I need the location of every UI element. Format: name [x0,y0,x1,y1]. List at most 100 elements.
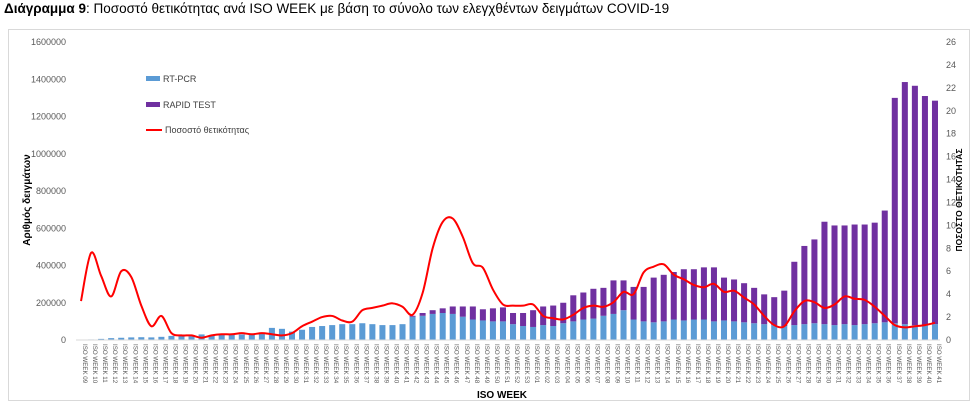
x-tick-label: ISO WEEK 42 [413,344,420,384]
bar-rapid-test [680,269,687,321]
bar-rtpcr [620,310,627,340]
bar-rtpcr [881,322,888,340]
x-tick-label: ISO WEEK 53 [523,344,530,384]
bar-rapid-test [831,225,838,326]
x-tick-label: ISO WEEK 26 [784,344,791,384]
y-axis-ticks: 0 200000 400000 600000 800000 1000000 1200000 1… [31,37,66,345]
bar-rtpcr [550,326,557,340]
x-tick-label: ISO WEEK 43 [423,344,430,384]
bar-rtpcr [670,319,677,340]
x-tick-label: ISO WEEK 27 [794,344,801,384]
bar-rapid-test [550,305,557,327]
bar-rtpcr [871,323,878,340]
x-tick-label: ISO WEEK 40 [392,344,399,384]
x-tick-label: ISO WEEK 37 [895,344,902,384]
x-tick-label: ISO WEEK 12 [644,344,651,384]
x-tick-label: ISO WEEK 47 [463,344,470,384]
bar-rapid-test [891,97,898,324]
bar-rtpcr [660,321,667,340]
x-tick-label: ISO WEEK 17 [694,344,701,384]
bar-rtpcr [128,337,135,340]
x-tick-label: ISO WEEK 30 [292,344,299,384]
bar-rtpcr [731,321,738,340]
bar-rapid-test [841,225,848,325]
x-tick-label: ISO WEEK 24 [764,344,771,384]
legend-swatch-rtpcr [146,76,160,81]
bar-rtpcr [580,319,587,340]
y2-tick-label: 0 [946,335,951,345]
bar-rapid-test [560,302,567,324]
bar-rtpcr [309,326,316,340]
y2-tick-label: 14 [946,175,956,185]
bar-rapid-test [650,277,657,323]
bar-rapid-test [429,310,436,314]
bar-rtpcr [640,321,647,340]
bar-rtpcr [710,321,717,340]
x-tick-label: ISO WEEK 08 [603,344,610,384]
bar-rapid-test [801,245,808,325]
bar-rapid-test [520,312,527,327]
bar-rtpcr [831,325,838,340]
x-tick-label: ISO WEEK 15 [674,344,681,384]
bar-rtpcr [911,325,918,340]
bar-rtpcr [751,323,758,340]
y-tick-label: 0 [61,335,66,345]
bar-rtpcr [299,329,306,340]
bar-rtpcr [329,325,336,340]
bar-rapid-test [781,290,788,327]
y-axis-title: Αριθμός δειγμάτων [22,154,33,246]
x-tick-label: ISO WEEK 34 [332,344,339,384]
bar-rapid-test [881,210,888,323]
y2-tick-label: 12 [946,197,956,207]
bar-rtpcr [771,325,778,340]
bar-rtpcr [429,313,436,340]
bar-rapid-test [620,280,627,311]
bar-rapid-test [861,224,868,325]
x-tick-label: ISO WEEK 25 [242,344,249,384]
x-tick-label: ISO WEEK 34 [865,344,872,384]
x-tick-label: ISO WEEK 16 [684,344,691,384]
bar-rapid-test [630,286,637,320]
legend: RT-PCR RAPID TEST Ποσοστό θετικότητας [146,74,250,135]
x-tick-label: ISO WEEK 33 [855,344,862,384]
legend-swatch-rapid-test [146,102,160,107]
bar-rtpcr [851,325,858,340]
bar-rtpcr [98,338,105,340]
bar-rapid-test [791,261,798,326]
y2-tick-label: 2 [946,312,951,322]
bars-group [78,82,938,340]
bar-rtpcr [499,321,506,340]
bar-rtpcr [520,326,527,340]
x-tick-label: ISO WEEK 19 [714,344,721,384]
x-tick-label: ISO WEEK 21 [202,344,209,384]
x-tick-label: ISO WEEK 39 [382,344,389,384]
bar-rtpcr [288,331,296,340]
bar-rapid-test [921,96,928,326]
x-tick-label: ISO WEEK 41 [935,344,942,384]
x-tick-label: ISO WEEK 32 [312,344,319,384]
bar-rtpcr [821,324,828,340]
bar-rtpcr [118,337,125,340]
bar-rtpcr [258,332,265,340]
x-tick-label: ISO WEEK 14 [664,344,671,384]
x-tick-label: ISO WEEK 44 [433,344,440,384]
bar-rtpcr [349,324,356,340]
x-tick-label: ISO WEEK 14 [131,344,138,384]
bar-rtpcr [781,326,788,340]
x-tick-label: ISO WEEK 29 [282,344,289,384]
y2-tick-label: 18 [946,129,956,139]
x-tick-label: ISO WEEK 09 [613,344,620,384]
bar-rapid-test [690,269,697,320]
chart-frame [8,29,970,401]
bar-rtpcr [479,320,486,340]
x-tick-label: ISO WEEK 36 [885,344,892,384]
bar-rapid-test [911,85,918,326]
x-tick-label: ISO WEEK 09 [81,344,88,384]
x-tick-label: ISO WEEK 31 [835,344,842,384]
bar-rtpcr [449,313,456,340]
bar-rapid-test [409,315,416,317]
y-tick-label: 600000 [36,223,66,233]
x-tick-label: ISO WEEK 38 [372,344,379,384]
x-tick-label: ISO WEEK 30 [824,344,831,384]
